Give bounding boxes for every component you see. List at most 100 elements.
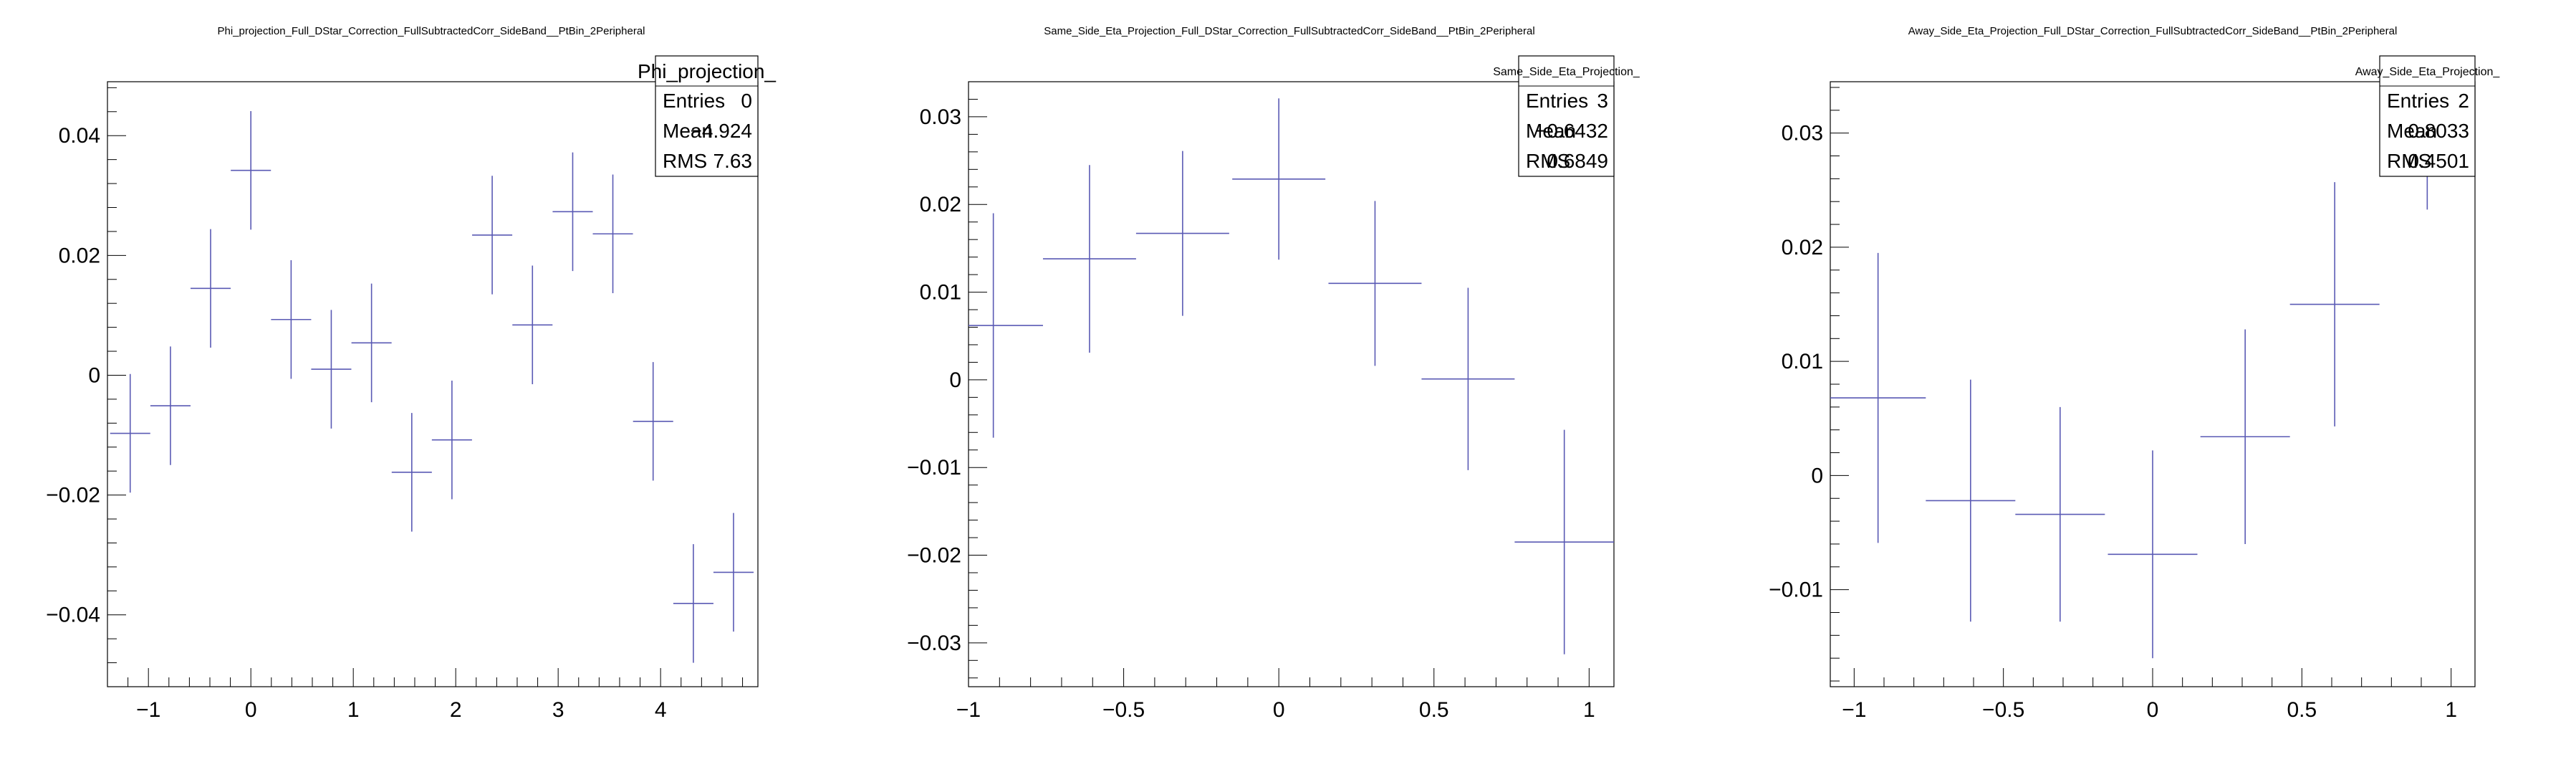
data-point: [552, 152, 593, 272]
data-point: [673, 544, 713, 663]
data-point: [231, 110, 271, 230]
stats-label-entries: Entries: [663, 90, 725, 112]
data-point: [2289, 182, 2380, 426]
x-tick-label: 0: [245, 698, 257, 722]
y-tick-label: 0.03: [920, 105, 961, 129]
x-tick-label: 3: [552, 698, 564, 722]
y-tick-label: 0: [949, 368, 961, 392]
stats-label-entries: Entries: [1526, 90, 1588, 112]
stats-label-mean: Mean: [1526, 120, 1576, 142]
data-point: [351, 283, 392, 403]
data-point: [110, 373, 150, 493]
data-point: [190, 229, 231, 348]
x-tick-label: −1: [136, 698, 160, 722]
chart-title: Same_Side_Eta_Projection_Full_DStar_Corr…: [1044, 25, 1534, 37]
x-tick-label: 0.5: [1419, 698, 1449, 722]
stats-label-rms: RMS: [1526, 150, 1570, 172]
data-point: [1421, 287, 1515, 470]
x-tick-label: 4: [655, 698, 667, 722]
stats-histogram-name: Away_Side_Eta_Projection_: [2355, 66, 2501, 78]
data-point: [1328, 201, 1422, 366]
data-point: [150, 346, 191, 465]
y-tick-label: −0.03: [907, 632, 961, 655]
x-tick-label: 0.5: [2287, 698, 2317, 722]
stats-box: Phi_projection_ Entries 0 Mean−4.924 RMS 7.63: [638, 55, 776, 177]
stats-value-mean: −0.6432: [1535, 120, 1608, 142]
stats-value-rms: 7.63: [713, 150, 753, 172]
data-point: [1042, 165, 1136, 353]
y-tick-label: −0.02: [907, 544, 961, 568]
data-series: [110, 110, 754, 663]
stats-value-mean: 0.8033: [2408, 120, 2469, 142]
y-tick-label: −0.01: [907, 456, 961, 480]
stats-label-entries: Entries: [2387, 90, 2449, 112]
y-tick-label: 0.04: [59, 124, 100, 148]
data-point: [633, 362, 673, 481]
data-point: [969, 213, 1043, 438]
y-tick-label: 0: [88, 363, 100, 387]
data-point: [713, 513, 754, 632]
x-tick-label: 2: [450, 698, 462, 722]
data-point: [1135, 151, 1229, 316]
data-point: [1926, 379, 2016, 622]
stats-box-frame: [1518, 55, 1615, 177]
x-tick-label: −1: [956, 698, 981, 722]
y-tick-label: 0.03: [1782, 122, 1823, 146]
stats-box: Same_Side_Eta_Projection_ Entries 3 Mean−0.…: [1493, 55, 1640, 177]
x-tick-label: 1: [2445, 698, 2457, 722]
stats-histogram-name: Phi_projection_: [638, 60, 776, 82]
chart-panel-3: Away_Side_Eta_Projection_Full_DStar_Corr…: [1769, 25, 2501, 722]
y-tick-label: −0.02: [46, 484, 100, 507]
plot-frame: [107, 81, 759, 687]
stats-value-mean: −4.924: [691, 120, 752, 142]
stats-box: Away_Side_Eta_Projection_ Entries 2 Mean0.8…: [2355, 55, 2501, 177]
y-tick-label: 0: [1811, 464, 1823, 487]
data-point: [2015, 406, 2105, 622]
stats-histogram-name: Same_Side_Eta_Projection_: [1493, 66, 1640, 78]
stats-label-mean: Mean: [663, 120, 713, 142]
x-tick-label: 1: [1583, 698, 1595, 722]
y-tick-label: 0.02: [920, 193, 961, 216]
data-point: [592, 174, 633, 293]
stats-box-frame: [655, 55, 759, 177]
x-tick-label: 1: [347, 698, 360, 722]
stats-value-entries: 2: [2458, 90, 2469, 112]
y-tick-label: 0.02: [59, 244, 100, 267]
y-tick-label: −0.04: [46, 604, 100, 627]
plot-frame: [968, 81, 1615, 687]
data-point: [431, 380, 472, 500]
y-tick-label: 0.02: [1782, 236, 1823, 259]
x-tick-label: −0.5: [1982, 698, 2024, 722]
chart-panel-1: Phi_projection_Full_DStar_Correction_Ful…: [46, 25, 776, 722]
chart-title: Phi_projection_Full_DStar_Correction_Ful…: [217, 25, 645, 37]
data-point: [311, 310, 352, 429]
chart-title: Away_Side_Eta_Projection_Full_DStar_Corr…: [1908, 25, 2398, 37]
x-tick-label: 0: [2147, 698, 2159, 722]
stats-value-rms: 0.6849: [1547, 150, 1608, 172]
y-tick-label: 0.01: [1782, 350, 1823, 373]
data-point: [2200, 329, 2290, 544]
y-tick-label: 0.01: [920, 281, 961, 305]
stats-value-entries: 0: [741, 90, 752, 112]
data-point: [472, 176, 513, 295]
y-tick-label: −0.01: [1769, 578, 1823, 602]
stats-value-rms: 0.4501: [2408, 150, 2469, 172]
data-series: [1830, 82, 2428, 659]
data-point: [1514, 429, 1614, 654]
stats-label-rms: RMS: [2387, 150, 2431, 172]
chart-panel-2: Same_Side_Eta_Projection_Full_DStar_Corr…: [907, 25, 1640, 722]
stats-label-rms: RMS: [663, 150, 707, 172]
data-point: [2108, 450, 2198, 659]
data-point: [512, 265, 553, 384]
data-point: [1232, 98, 1326, 260]
stats-box-frame: [2379, 55, 2476, 177]
x-tick-label: −0.5: [1102, 698, 1145, 722]
stats-label-mean: Mean: [2387, 120, 2437, 142]
data-series: [969, 98, 1614, 654]
x-tick-label: −1: [1842, 698, 1866, 722]
data-point: [1830, 252, 1926, 543]
data-point: [271, 260, 312, 379]
x-tick-label: 0: [1273, 698, 1285, 722]
